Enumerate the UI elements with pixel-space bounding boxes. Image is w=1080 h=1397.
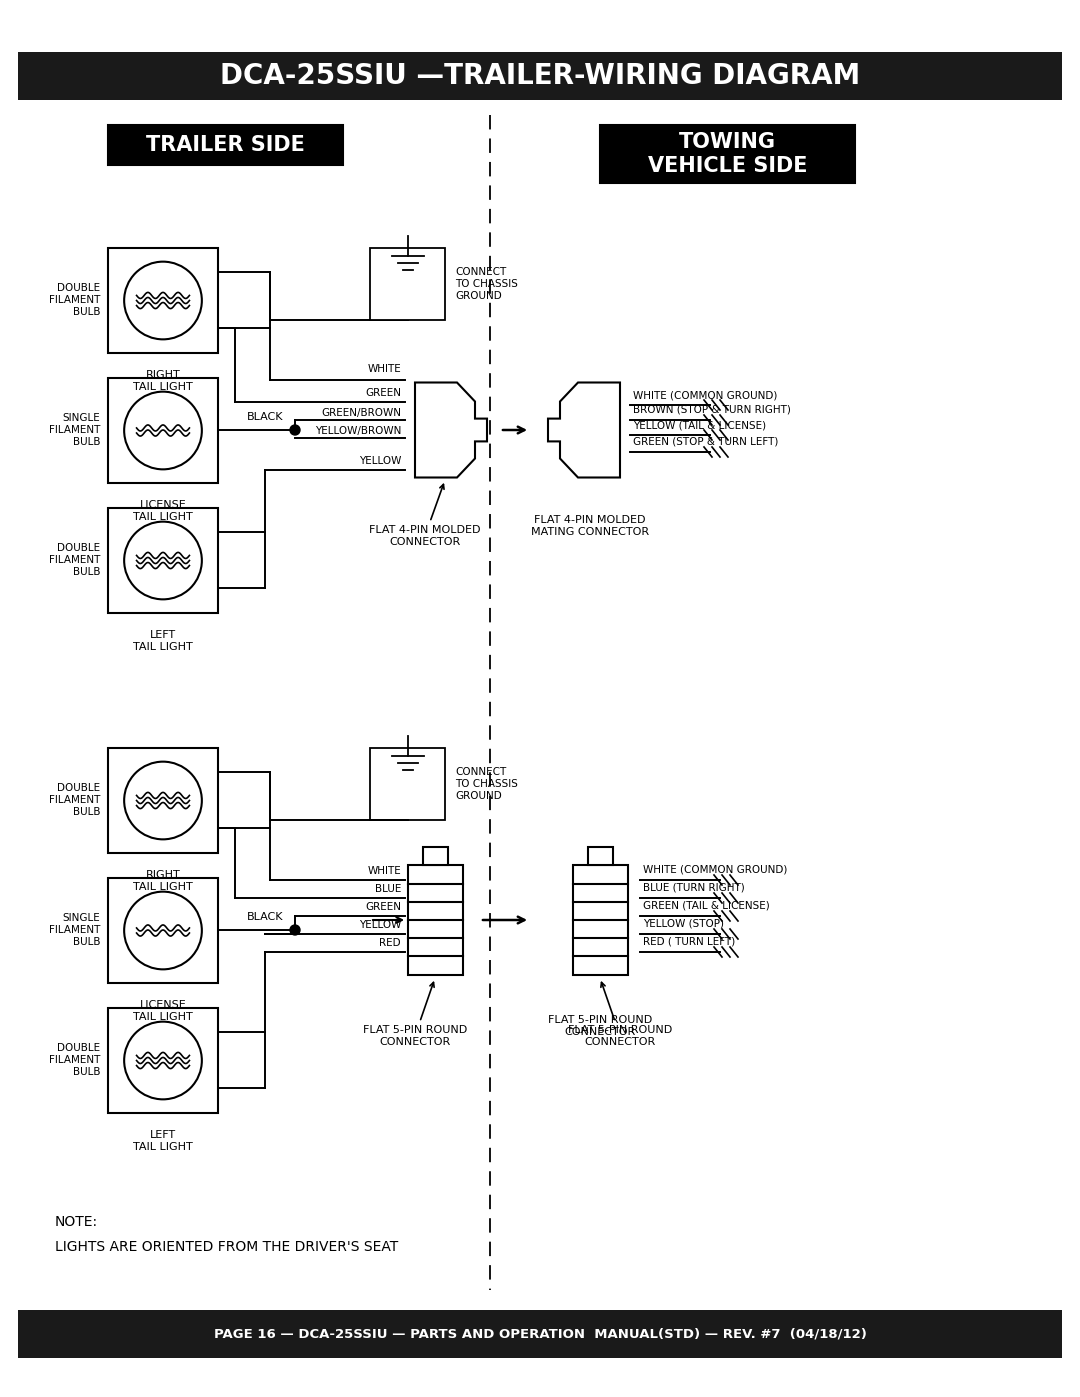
Text: TOWING
VEHICLE SIDE: TOWING VEHICLE SIDE bbox=[648, 133, 807, 176]
Text: YELLOW (STOP): YELLOW (STOP) bbox=[643, 919, 724, 929]
Text: BLUE (TURN RIGHT): BLUE (TURN RIGHT) bbox=[643, 883, 745, 893]
Text: SINGLE
FILAMENT
BULB: SINGLE FILAMENT BULB bbox=[49, 414, 100, 447]
Text: CONNECT
TO CHASSIS
GROUND: CONNECT TO CHASSIS GROUND bbox=[455, 267, 518, 300]
Text: PAGE 16 — DCA-25SSIU — PARTS AND OPERATION  MANUAL(STD) — REV. #7  (04/18/12): PAGE 16 — DCA-25SSIU — PARTS AND OPERATI… bbox=[214, 1327, 866, 1341]
Text: WHITE (COMMON GROUND): WHITE (COMMON GROUND) bbox=[643, 865, 787, 875]
Circle shape bbox=[124, 891, 202, 970]
Text: FLAT 5-PIN ROUND
CONNECTOR: FLAT 5-PIN ROUND CONNECTOR bbox=[548, 1016, 652, 1037]
Text: BLUE: BLUE bbox=[375, 884, 401, 894]
Bar bbox=[108, 877, 218, 983]
Text: GREEN/BROWN: GREEN/BROWN bbox=[321, 408, 401, 418]
Text: YELLOW (TAIL & LICENSE): YELLOW (TAIL & LICENSE) bbox=[633, 420, 766, 430]
Text: GREEN (TAIL & LICENSE): GREEN (TAIL & LICENSE) bbox=[643, 901, 770, 911]
Circle shape bbox=[124, 761, 202, 840]
Text: BLACK: BLACK bbox=[246, 412, 283, 422]
Text: YELLOW/BROWN: YELLOW/BROWN bbox=[314, 426, 401, 436]
Polygon shape bbox=[415, 383, 487, 478]
Text: LICENSE
TAIL LIGHT: LICENSE TAIL LIGHT bbox=[133, 500, 193, 521]
Text: WHITE (COMMON GROUND): WHITE (COMMON GROUND) bbox=[633, 390, 778, 400]
Bar bbox=[572, 865, 627, 975]
Text: SINGLE
FILAMENT
BULB: SINGLE FILAMENT BULB bbox=[49, 914, 100, 947]
Text: DCA-25SSIU —TRAILER-WIRING DIAGRAM: DCA-25SSIU —TRAILER-WIRING DIAGRAM bbox=[220, 61, 860, 89]
Text: LEFT
TAIL LIGHT: LEFT TAIL LIGHT bbox=[133, 1130, 193, 1151]
Bar bbox=[108, 747, 218, 854]
Bar bbox=[18, 1310, 1062, 1358]
Text: FLAT 4-PIN MOLDED
MATING CONNECTOR: FLAT 4-PIN MOLDED MATING CONNECTOR bbox=[531, 515, 649, 536]
Bar bbox=[370, 747, 445, 820]
Text: WHITE: WHITE bbox=[367, 365, 401, 374]
Circle shape bbox=[124, 1021, 202, 1099]
Text: BROWN (STOP & TURN RIGHT): BROWN (STOP & TURN RIGHT) bbox=[633, 405, 791, 415]
Text: FLAT 5-PIN ROUND
CONNECTOR: FLAT 5-PIN ROUND CONNECTOR bbox=[568, 982, 672, 1046]
Bar bbox=[108, 379, 218, 483]
Text: TRAILER SIDE: TRAILER SIDE bbox=[146, 136, 305, 155]
Polygon shape bbox=[548, 383, 620, 478]
Text: LIGHTS ARE ORIENTED FROM THE DRIVER'S SEAT: LIGHTS ARE ORIENTED FROM THE DRIVER'S SE… bbox=[55, 1241, 399, 1255]
Text: FLAT 5-PIN ROUND
CONNECTOR: FLAT 5-PIN ROUND CONNECTOR bbox=[363, 982, 468, 1046]
Text: DOUBLE
FILAMENT
BULB: DOUBLE FILAMENT BULB bbox=[49, 1044, 100, 1077]
Text: DOUBLE
FILAMENT
BULB: DOUBLE FILAMENT BULB bbox=[49, 284, 100, 317]
Bar bbox=[108, 509, 218, 613]
Bar bbox=[422, 847, 447, 865]
Text: RIGHT
TAIL LIGHT: RIGHT TAIL LIGHT bbox=[133, 870, 193, 891]
Bar bbox=[600, 124, 855, 183]
Text: FLAT 4-PIN MOLDED
CONNECTOR: FLAT 4-PIN MOLDED CONNECTOR bbox=[369, 485, 481, 546]
Text: BLACK: BLACK bbox=[246, 912, 283, 922]
Text: WHITE: WHITE bbox=[367, 866, 401, 876]
Bar bbox=[108, 1009, 218, 1113]
Text: GREEN: GREEN bbox=[365, 388, 401, 398]
Bar bbox=[370, 249, 445, 320]
Bar bbox=[108, 124, 343, 165]
Text: LICENSE
TAIL LIGHT: LICENSE TAIL LIGHT bbox=[133, 1000, 193, 1021]
Text: DOUBLE
FILAMENT
BULB: DOUBLE FILAMENT BULB bbox=[49, 784, 100, 817]
Text: RED ( TURN LEFT): RED ( TURN LEFT) bbox=[643, 937, 735, 947]
Text: GREEN (STOP & TURN LEFT): GREEN (STOP & TURN LEFT) bbox=[633, 437, 779, 447]
Bar bbox=[108, 249, 218, 353]
Text: YELLOW: YELLOW bbox=[359, 921, 401, 930]
Text: DOUBLE
FILAMENT
BULB: DOUBLE FILAMENT BULB bbox=[49, 543, 100, 577]
Text: GREEN: GREEN bbox=[365, 902, 401, 912]
Circle shape bbox=[124, 261, 202, 339]
Text: CONNECT
TO CHASSIS
GROUND: CONNECT TO CHASSIS GROUND bbox=[455, 767, 518, 800]
Text: YELLOW: YELLOW bbox=[359, 455, 401, 467]
Circle shape bbox=[124, 521, 202, 599]
Circle shape bbox=[291, 925, 300, 935]
Text: RED: RED bbox=[379, 937, 401, 949]
Bar bbox=[18, 52, 1062, 101]
Bar bbox=[407, 865, 462, 975]
Text: RIGHT
TAIL LIGHT: RIGHT TAIL LIGHT bbox=[133, 370, 193, 391]
Text: NOTE:: NOTE: bbox=[55, 1215, 98, 1229]
Circle shape bbox=[291, 425, 300, 434]
Text: LEFT
TAIL LIGHT: LEFT TAIL LIGHT bbox=[133, 630, 193, 651]
Bar bbox=[588, 847, 612, 865]
Circle shape bbox=[124, 391, 202, 469]
